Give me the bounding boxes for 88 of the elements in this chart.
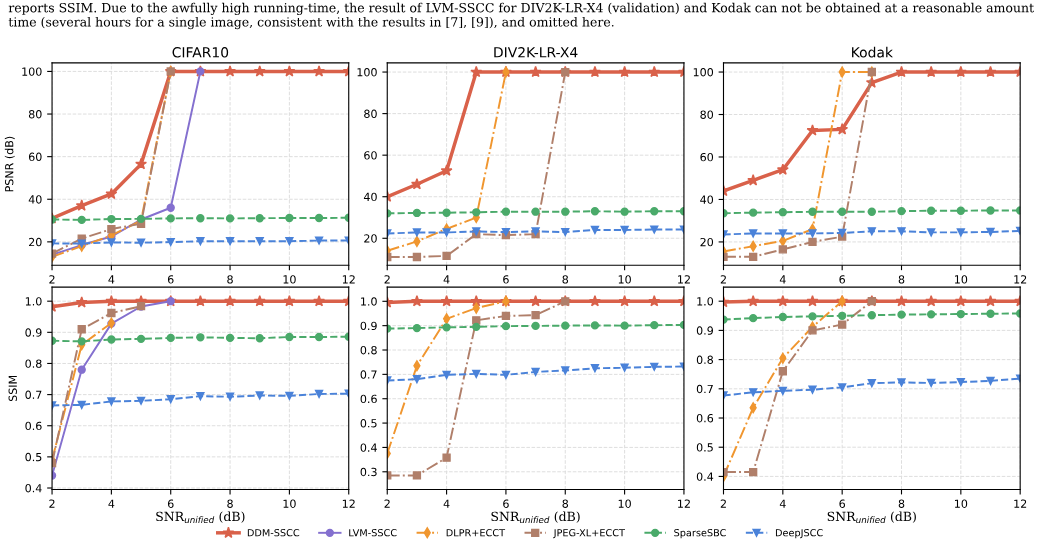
x-tick-label: 2	[384, 275, 390, 284]
y-axis-title: SSIM	[8, 375, 17, 402]
x-tick-label: 10	[954, 499, 968, 508]
y-tick-label: 0.7	[25, 390, 42, 399]
legend-label: DeepJSCC	[775, 529, 823, 539]
chart-title: CIFAR10	[172, 47, 229, 58]
x-tick-label: 2	[49, 275, 55, 284]
x-tick-label: 10	[283, 275, 296, 284]
x-tick-label: 2	[720, 499, 726, 508]
y-tick-label: 0.8	[360, 345, 377, 355]
y-tick-label: 1.0	[697, 297, 714, 306]
y-tick-label: 60	[364, 151, 377, 160]
x-tick-label: 8	[898, 275, 905, 284]
legend-label: SparseSBC	[674, 529, 726, 539]
x-tick-label: 4	[108, 275, 115, 284]
legend-label: DDM-SSCC	[247, 529, 300, 537]
y-tick-label: 0.7	[696, 384, 713, 394]
x-axis-title: SNR$_{unified}$ (dB)	[156, 511, 245, 524]
y-tick-label: 0.9	[696, 326, 713, 335]
y-tick-label: 0.7	[360, 370, 377, 379]
legend-label: DLPR+ECCT	[446, 529, 506, 537]
y-tick-label: 60	[28, 152, 42, 162]
y-tick-label: 1.0	[25, 297, 42, 306]
x-tick-label: 6	[839, 275, 845, 284]
text: reports SSIM. Due to the awfully high running-time, the result of LVM-SSCC for DIV2K-LR-X4 (validation) and Kodak can not be obtained at a reasonable amount time (several hours for a single image, consistent with the results in [7], [9]), and omitted here.	[8, 2, 1034, 30]
y-tick-label: 100	[693, 68, 714, 77]
x-tick-label: 4	[779, 499, 786, 508]
y-tick-label: 80	[364, 109, 377, 118]
y-tick-label: 0.4	[25, 483, 42, 493]
x-tick-label: 12	[678, 499, 690, 508]
y-tick-label: 0.6	[360, 394, 377, 404]
x-tick-label: 4	[443, 499, 450, 508]
y-tick-label: 0.5	[696, 443, 713, 452]
x-tick-label: 2	[720, 275, 726, 284]
x-tick-label: 12	[342, 499, 355, 508]
legend-label: LVM-SSCC	[349, 529, 397, 537]
x-tick-label: 8	[562, 275, 569, 284]
y-tick-label: 0.8	[696, 355, 714, 364]
x-tick-label: 6	[503, 275, 509, 284]
x-tick-label: 12	[1014, 275, 1027, 284]
y-tick-label: 0.9	[360, 321, 377, 331]
x-tick-label: 2	[384, 499, 390, 508]
x-tick-label: 12	[342, 275, 355, 284]
y-tick-label: 20	[700, 237, 714, 247]
x-tick-label: 12	[678, 275, 690, 284]
x-tick-label: 4	[779, 275, 786, 284]
y-tick-label: 0.8	[25, 359, 42, 368]
y-tick-label: 40	[363, 192, 377, 202]
x-tick-label: 6	[167, 275, 174, 284]
y-tick-label: 0.5	[25, 452, 42, 462]
y-tick-label: 0.6	[25, 421, 42, 431]
y-tick-label: 1.0	[361, 297, 377, 306]
x-tick-label: 4	[108, 499, 115, 508]
y-axis-title: PSNR (dB)	[4, 136, 15, 192]
y-tick-label: 80	[28, 110, 42, 119]
legend-label: JPEG-XL+ECCT	[553, 529, 626, 539]
chart-title: Kodak	[852, 46, 893, 58]
y-tick-label: 80	[700, 110, 714, 119]
x-tick-label: 10	[283, 499, 296, 508]
y-tick-label: 40	[700, 195, 714, 204]
x-tick-label: 8	[227, 275, 233, 284]
x-tick-label: 10	[618, 499, 631, 508]
y-tick-label: 40	[28, 195, 42, 204]
x-tick-label: 4	[443, 275, 450, 284]
y-tick-label: 100	[357, 68, 377, 77]
y-tick-label: 0.6	[696, 413, 714, 423]
x-tick-label: 10	[954, 275, 968, 284]
x-tick-label: 8	[562, 499, 569, 508]
y-tick-label: 60	[700, 152, 714, 162]
y-tick-label: 0.3	[360, 467, 377, 477]
y-tick-label: 0.4	[360, 443, 377, 452]
x-axis-title: SNR$_{unified}$ (dB)	[491, 511, 580, 524]
x-tick-label: 6	[167, 499, 174, 508]
x-tick-label: 2	[49, 499, 55, 508]
x-tick-label: 12	[1014, 499, 1027, 508]
y-tick-label: 20	[29, 237, 42, 247]
chart-title: DIV2K-LR-X4	[494, 47, 578, 58]
x-tick-label: 8	[898, 499, 905, 508]
y-tick-label: 0.5	[360, 419, 377, 428]
x-tick-label: 10	[618, 275, 631, 284]
y-tick-label: 100	[22, 67, 42, 76]
x-tick-label: 6	[503, 499, 509, 508]
x-tick-label: 6	[839, 499, 845, 508]
y-tick-label: 0.4	[696, 472, 714, 481]
x-axis-title: SNR$_{unified}$ (dB)	[827, 511, 916, 524]
x-tick-label: 8	[227, 499, 233, 508]
y-tick-label: 20	[364, 234, 377, 243]
y-tick-label: 0.9	[25, 328, 42, 337]
